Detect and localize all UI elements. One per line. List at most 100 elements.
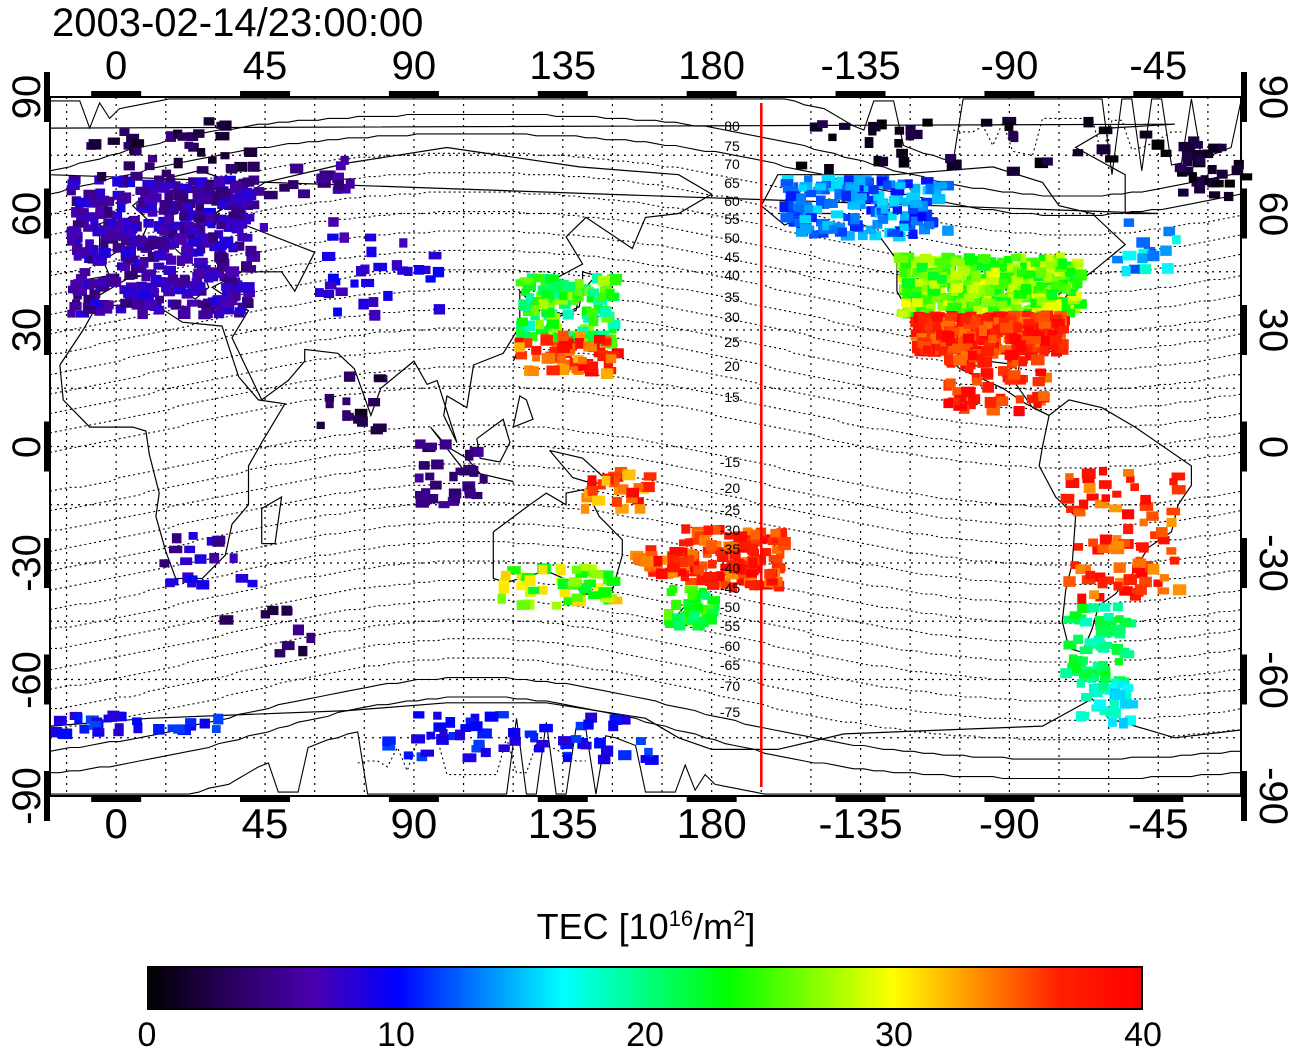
tec-pixel (944, 354, 954, 365)
tec-pixel (235, 241, 245, 251)
tec-pixel (439, 729, 448, 738)
tec-pixel (596, 292, 606, 302)
tec-pixel (817, 120, 828, 128)
tec-pixel (711, 572, 725, 582)
tec-pixel (95, 206, 109, 217)
tec-pixel (194, 257, 208, 268)
tec-pixel (187, 227, 201, 235)
tec-pixel (1016, 269, 1026, 278)
tec-pixel (184, 222, 195, 232)
tec-pixel (1177, 168, 1188, 177)
tec-pixel (917, 340, 932, 349)
tec-pixel (244, 147, 258, 157)
tec-pixel (404, 266, 413, 276)
tec-pixel (69, 302, 82, 311)
tec-pixel (89, 289, 101, 298)
tec-pixel (804, 189, 817, 198)
tec-pixel (242, 233, 253, 242)
tec-pixel (983, 339, 996, 349)
tec-pixel (1072, 278, 1083, 289)
tec-pixel (640, 555, 654, 567)
tec-pixel (135, 186, 148, 195)
tec-pixel (600, 368, 614, 379)
tec-pixel (133, 722, 143, 734)
tec-pixel (1068, 291, 1082, 301)
tec-pixel (225, 266, 240, 277)
tec-pixel (580, 503, 590, 514)
tec-pixel (780, 179, 794, 188)
tec-pixel (895, 182, 906, 190)
tec-pixel (607, 334, 617, 343)
tec-pixel (1032, 377, 1045, 387)
tec-pixel (139, 290, 151, 300)
contour-line (50, 98, 1242, 175)
tec-pixel (557, 564, 566, 576)
tec-pixel (573, 287, 583, 297)
tec-pixel (1040, 336, 1050, 346)
tec-pixel (197, 148, 206, 157)
tec-pixel (196, 237, 210, 247)
tec-pixel (426, 442, 437, 451)
tec-pixel (153, 221, 164, 232)
tec-pixel (611, 496, 622, 507)
tec-pixel (1038, 321, 1051, 329)
tec-pixel (200, 194, 211, 204)
tec-pixel (143, 219, 154, 228)
tec-pixel (1126, 475, 1135, 483)
tec-pixel (1123, 218, 1135, 227)
tec-pixel (324, 281, 337, 290)
tec-pixel (1021, 336, 1035, 344)
tec-pixel (147, 209, 158, 217)
contour-line (49, 618, 1242, 702)
tec-pixel (1174, 163, 1187, 173)
tec-pixel (877, 215, 889, 224)
tec-pixel (58, 728, 73, 740)
tec-pixel (192, 187, 203, 199)
tec-pixel (50, 726, 62, 738)
tec-pixel (1171, 472, 1186, 481)
tec-pixel (738, 560, 752, 568)
tec-pixel (1105, 707, 1116, 717)
tec-pixel (1073, 508, 1086, 517)
tec-pixel (603, 593, 614, 603)
tec-pixel (1073, 656, 1083, 667)
contour-label: -70 (720, 678, 740, 694)
tec-pixel (798, 184, 807, 192)
tec-pixel (843, 175, 857, 185)
tec-pixel (462, 753, 477, 763)
tec-pixel (147, 154, 158, 163)
tec-pixel (138, 282, 151, 292)
tec-pixel (263, 190, 278, 200)
tec-pixel (972, 256, 984, 266)
tec-pixel (804, 175, 813, 184)
tec-pixel (864, 137, 874, 148)
tec-pixel (607, 274, 621, 286)
tec-pixel (1002, 268, 1016, 278)
tec-pixel (702, 572, 717, 581)
contour-label: 20 (724, 358, 740, 374)
tec-pixel (1146, 511, 1159, 521)
tec-pixel (196, 580, 210, 590)
tec-pixel (183, 202, 193, 213)
tec-pixel (943, 398, 954, 409)
tec-pixel (901, 278, 915, 288)
tec-pixel (945, 378, 956, 389)
tec-pixel (171, 221, 181, 231)
tec-pixel (644, 747, 653, 757)
tec-pixel (178, 183, 192, 193)
tec-pixel (213, 176, 226, 187)
tec-pixel (225, 215, 234, 225)
frame-tick (44, 771, 50, 821)
tec-pixel (68, 226, 81, 236)
tec-pixel (229, 553, 238, 564)
tec-pixel (106, 273, 117, 285)
tec-pixel (1155, 527, 1168, 538)
tec-pixel (1194, 185, 1206, 194)
tec-pixel (549, 281, 561, 293)
tec-pixel (594, 737, 606, 749)
tec-pixel (1067, 281, 1076, 292)
tec-pixel (937, 302, 947, 311)
tec-pixel (824, 164, 834, 175)
tec-pixel (1111, 690, 1126, 701)
tec-pixel (195, 203, 204, 213)
